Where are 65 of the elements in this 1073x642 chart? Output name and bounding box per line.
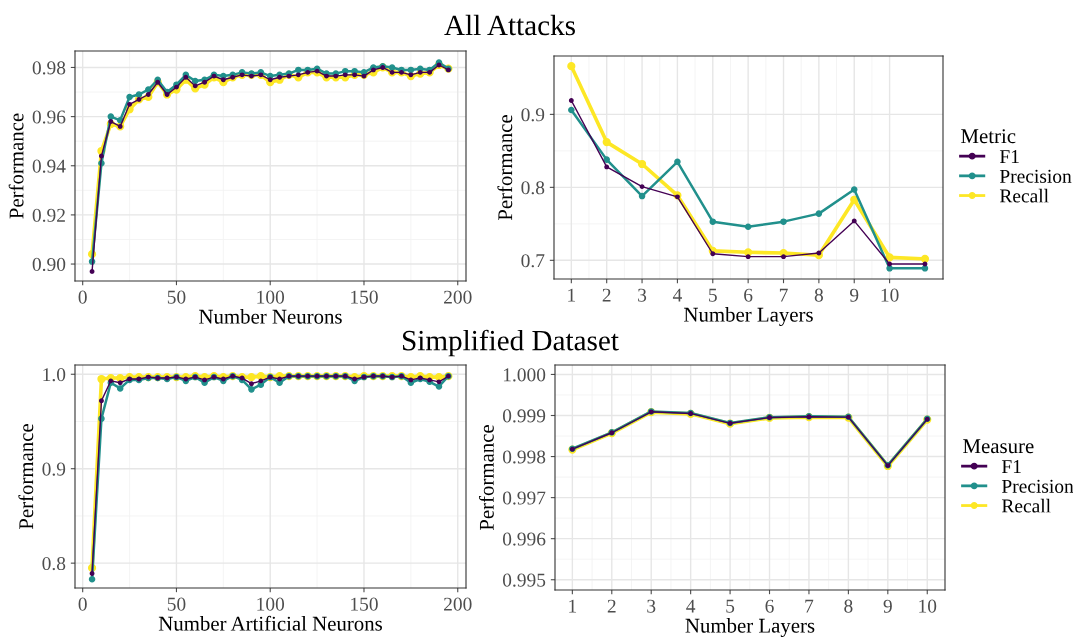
x-tick-label: 150: [351, 597, 378, 611]
y-tick-label: 0.90: [32, 257, 66, 272]
y-tick-label: 0.96: [32, 110, 66, 124]
x-tick-label: 1: [569, 599, 577, 613]
x-tick-label: 0: [78, 290, 87, 304]
x-tick-label: 6: [744, 288, 753, 302]
x-tick-label: 1: [568, 288, 576, 302]
y-tick-label: 0.98: [32, 61, 66, 75]
legend-label: F1: [1001, 460, 1021, 473]
x-tick-label: 5: [726, 599, 735, 613]
x-tick-label: 0: [78, 597, 87, 611]
x-tick-label: 8: [844, 599, 853, 613]
x-tick-label: 9: [850, 288, 859, 302]
y-tick-label: 0.998: [502, 450, 546, 464]
y-tick-label: 0.999: [502, 409, 546, 423]
x-tick-label: 7: [805, 599, 814, 613]
x-tick-label: 100: [257, 597, 285, 611]
y-tick-label: 0.8: [42, 556, 66, 571]
x-tick-label: 200: [444, 597, 472, 611]
x-tick-label: 3: [647, 599, 656, 613]
x-tick-label: 7: [779, 288, 788, 302]
legend-label: F1: [999, 150, 1019, 163]
legend-label: Recall: [999, 188, 1049, 203]
x-tick-label: 4: [672, 288, 682, 302]
x-tick-label: 4: [686, 599, 696, 613]
legend-title: Metric: [961, 129, 1016, 144]
y-axis-title: Performance: [8, 113, 24, 219]
x-tick-label: 200: [444, 290, 472, 304]
x-axis-title: Number Artificial Neurons: [158, 615, 382, 631]
x-tick-label: 6: [765, 599, 774, 613]
y-axis-title: Performance: [478, 425, 494, 531]
x-tick-label: 50: [167, 290, 186, 304]
legend-title: Measure: [963, 439, 1034, 454]
x-tick-label: 100: [257, 290, 285, 304]
legend-label: Precision: [999, 169, 1072, 183]
chart-title: Simplified Dataset: [403, 329, 619, 357]
x-tick-label: 150: [351, 290, 378, 304]
y-tick-label: 0.997: [502, 491, 546, 505]
x-tick-label: 50: [167, 597, 186, 611]
y-axis-title: Performance: [497, 115, 513, 221]
y-tick-label: 0.8: [521, 181, 545, 195]
y-axis-title: Performance: [18, 424, 34, 530]
legend-label: Recall: [1001, 498, 1051, 513]
y-tick-label: 0.9: [42, 462, 66, 476]
x-tick-label: 2: [602, 288, 611, 302]
y-tick-label: 0.7: [521, 254, 545, 268]
x-axis-title: Number Layers: [684, 307, 813, 326]
y-tick-label: 0.9: [521, 108, 545, 122]
x-tick-label: 2: [607, 599, 616, 613]
y-tick-label: 0.92: [32, 208, 65, 222]
x-axis-title: Number Neurons: [199, 309, 342, 324]
x-tick-label: 5: [709, 288, 717, 302]
y-tick-label: 0.995: [502, 573, 546, 587]
x-tick-label: 9: [883, 599, 892, 613]
legend-label: Precision: [1001, 479, 1073, 493]
x-tick-label: 10: [881, 288, 899, 302]
chart-title: All Attacks: [444, 14, 575, 36]
y-tick-label: 1.000: [503, 368, 546, 382]
y-tick-label: 0.996: [502, 532, 546, 546]
y-tick-label: 0.94: [32, 159, 66, 173]
x-tick-label: 3: [638, 288, 647, 302]
x-axis-title: Number Layers: [685, 618, 815, 637]
x-tick-label: 10: [919, 599, 937, 613]
y-tick-label: 1.0: [43, 368, 66, 382]
x-tick-label: 8: [814, 288, 823, 302]
